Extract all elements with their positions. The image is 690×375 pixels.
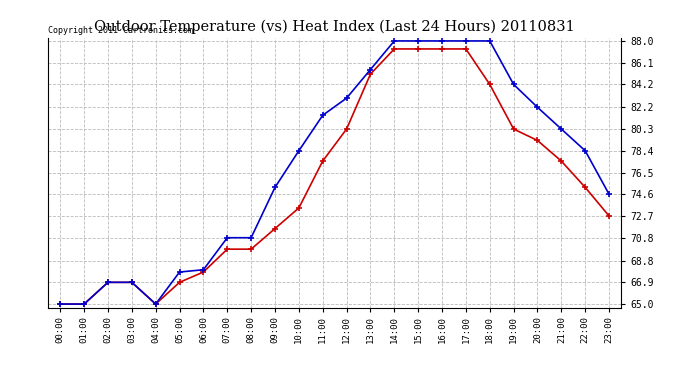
Title: Outdoor Temperature (vs) Heat Index (Last 24 Hours) 20110831: Outdoor Temperature (vs) Heat Index (Las… xyxy=(95,19,575,33)
Text: Copyright 2011 Cartronics.com: Copyright 2011 Cartronics.com xyxy=(48,26,193,35)
